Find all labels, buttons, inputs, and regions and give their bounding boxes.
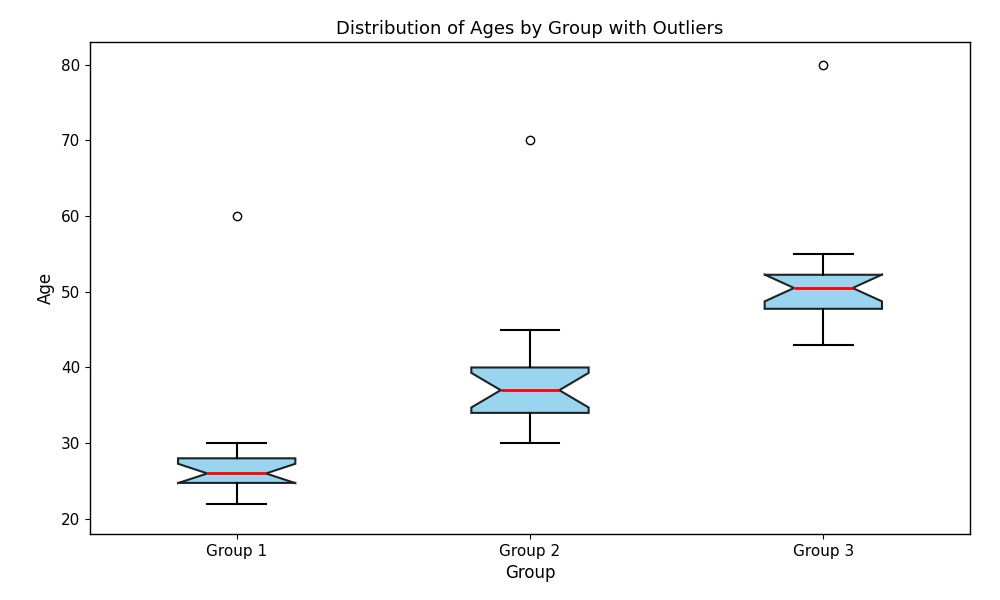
PathPatch shape — [178, 458, 295, 483]
X-axis label: Group: Group — [505, 564, 555, 582]
PathPatch shape — [765, 275, 882, 309]
Y-axis label: Age: Age — [37, 272, 55, 304]
PathPatch shape — [471, 367, 589, 413]
Title: Distribution of Ages by Group with Outliers: Distribution of Ages by Group with Outli… — [336, 20, 724, 38]
